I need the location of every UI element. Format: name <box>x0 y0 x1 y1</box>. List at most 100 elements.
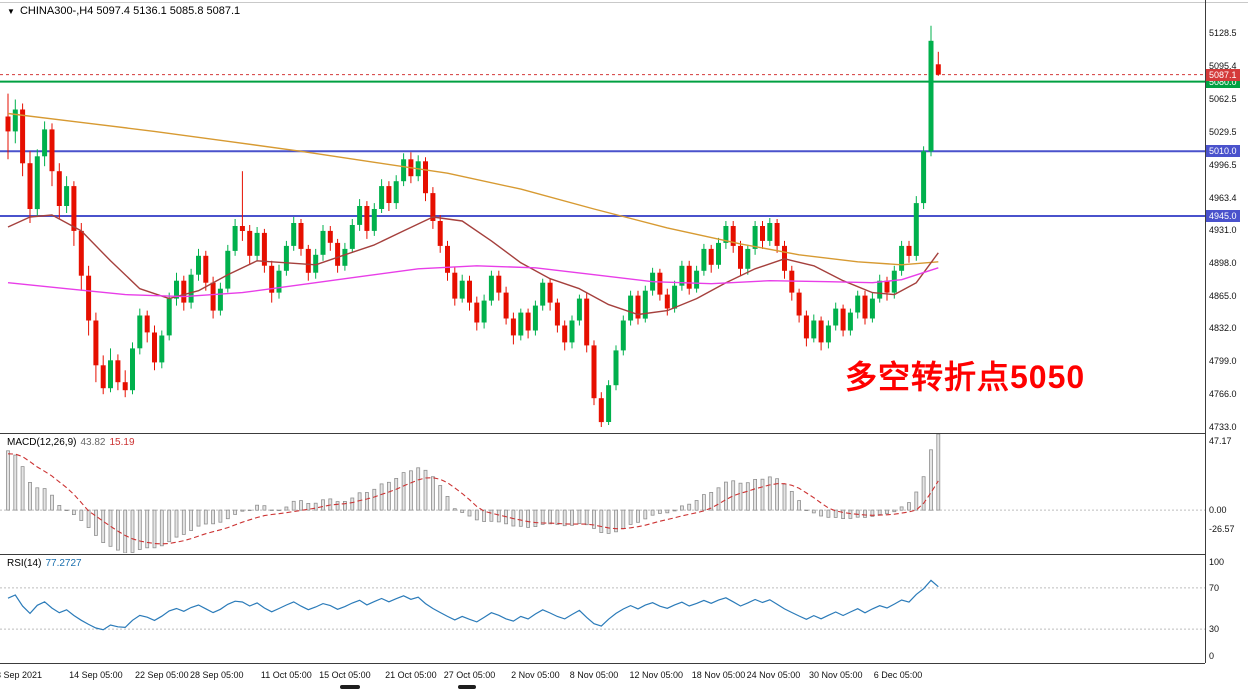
pane-separator[interactable] <box>0 554 1205 555</box>
price-level-badge: 4945.0 <box>1206 210 1240 222</box>
candle-body <box>547 282 553 303</box>
macd-histogram-bar <box>570 509 574 526</box>
macd-histogram-bar <box>870 509 875 517</box>
time-axis-label: 28 Sep 05:00 <box>189 670 244 680</box>
macd-pane[interactable] <box>0 434 1205 553</box>
time-axis-label: 12 Nov 05:00 <box>629 670 684 680</box>
chart-menu-icon[interactable]: ▼ <box>7 7 15 16</box>
candle-body <box>320 230 326 255</box>
window-top-border <box>0 2 1248 3</box>
candle-body <box>86 275 92 321</box>
macd-histogram-bar <box>240 509 245 512</box>
macd-histogram-bar <box>445 496 450 511</box>
macd-histogram-bar <box>797 500 801 511</box>
macd-histogram-bar <box>79 509 84 521</box>
time-axis-label: 27 Oct 05:00 <box>443 670 496 680</box>
candle-body <box>767 223 773 241</box>
candle-body <box>635 295 641 319</box>
price-chart-pane[interactable] <box>0 0 1205 433</box>
rsi-pane[interactable] <box>0 555 1205 662</box>
pane-separator[interactable] <box>0 433 1205 434</box>
macd-histogram-bar <box>863 509 867 518</box>
candle-body <box>276 270 282 293</box>
candle-body <box>474 302 480 323</box>
candle-body <box>569 320 575 343</box>
macd-histogram-bar <box>299 500 303 511</box>
candle-body <box>364 206 370 231</box>
macd-histogram-bar <box>885 509 889 515</box>
macd-axis-label: 47.17 <box>1209 436 1232 446</box>
macd-histogram-bar <box>20 466 25 511</box>
macd-histogram-bar <box>606 509 611 534</box>
candle-body <box>254 232 260 256</box>
price-axis-label: 4963.4 <box>1209 192 1237 203</box>
macd-histogram-bar <box>899 506 904 511</box>
screen-artifact <box>340 685 360 689</box>
macd-histogram-bar <box>680 505 684 511</box>
macd-histogram-bar <box>577 509 582 524</box>
macd-histogram-bar <box>760 478 765 511</box>
candle-body <box>305 248 311 273</box>
time-axis-label: 21 Oct 05:00 <box>385 670 437 680</box>
price-axis[interactable]: 5128.5 5095.4 5062.5 5029.5 4996.5 4963.4 4931… <box>1206 0 1248 690</box>
candle-body <box>42 129 48 157</box>
macd-histogram-bar <box>841 509 845 519</box>
macd-histogram-bar <box>438 485 443 511</box>
macd-histogram-bar <box>724 481 728 511</box>
candle-body <box>840 308 846 331</box>
macd-histogram-bar <box>401 472 406 511</box>
price-axis-label: 4733.0 <box>1209 422 1237 433</box>
macd-histogram-bar <box>108 509 113 547</box>
time-axis-label: 14 Sep 05:00 <box>69 670 123 680</box>
macd-histogram-bar <box>811 509 816 514</box>
macd-histogram-bar <box>738 482 743 511</box>
macd-histogram-bar <box>687 503 692 511</box>
macd-histogram-bar <box>13 454 18 511</box>
candle-body <box>115 360 121 383</box>
candle-body <box>137 315 143 349</box>
time-axis-label: 30 Nov 05:00 <box>808 670 863 680</box>
rsi-axis-label: 0 <box>1209 651 1215 661</box>
macd-histogram-bar <box>650 509 655 516</box>
macd-histogram-bar <box>643 509 648 520</box>
macd-histogram-bar <box>452 508 457 511</box>
annotation-text: 多空转折点5050 <box>845 359 1086 395</box>
macd-signal-value: 15.19 <box>109 437 135 448</box>
macd-histogram-bar <box>804 509 809 511</box>
candle-body <box>269 265 275 293</box>
candle-body <box>496 275 502 293</box>
candle-body <box>401 159 407 182</box>
candle-body <box>606 385 612 422</box>
macd-histogram-bar <box>753 479 757 511</box>
macd-histogram-bar <box>914 491 919 511</box>
candle-body <box>562 325 568 343</box>
time-axis-label: 15 Oct 05:00 <box>319 670 371 680</box>
time-axis-label: 2 Nov 05:00 <box>511 670 560 680</box>
candle-body <box>738 245 743 269</box>
candle-body <box>481 300 487 323</box>
candle-body <box>393 181 399 204</box>
macd-histogram-bar <box>929 449 933 511</box>
macd-histogram-bar <box>892 509 897 513</box>
ma-slow-magenta <box>7 265 939 298</box>
candle-body <box>518 312 524 336</box>
macd-histogram-bar <box>225 509 230 520</box>
candle-body <box>188 274 194 303</box>
candle-body <box>122 382 128 391</box>
macd-histogram-bar <box>167 509 172 543</box>
macd-histogram-bar <box>496 509 501 523</box>
candle-body <box>774 223 780 246</box>
macd-histogram-bar <box>936 434 941 511</box>
candle-body <box>598 398 604 423</box>
macd-histogram-bar <box>460 509 465 513</box>
ma-medium-darkred <box>7 214 939 316</box>
candle-body <box>64 186 70 206</box>
candle-body <box>467 280 472 303</box>
time-axis[interactable]: 3 Sep 2021 14 Sep 05:00 22 Sep 05:00 28 Sep… <box>0 664 1205 690</box>
candle-body <box>423 161 428 194</box>
candle-body <box>796 292 802 316</box>
macd-histogram-bar <box>731 480 736 511</box>
rsi-label: RSI(14) 77.2727 <box>7 558 86 569</box>
macd-histogram-bar <box>174 509 179 538</box>
